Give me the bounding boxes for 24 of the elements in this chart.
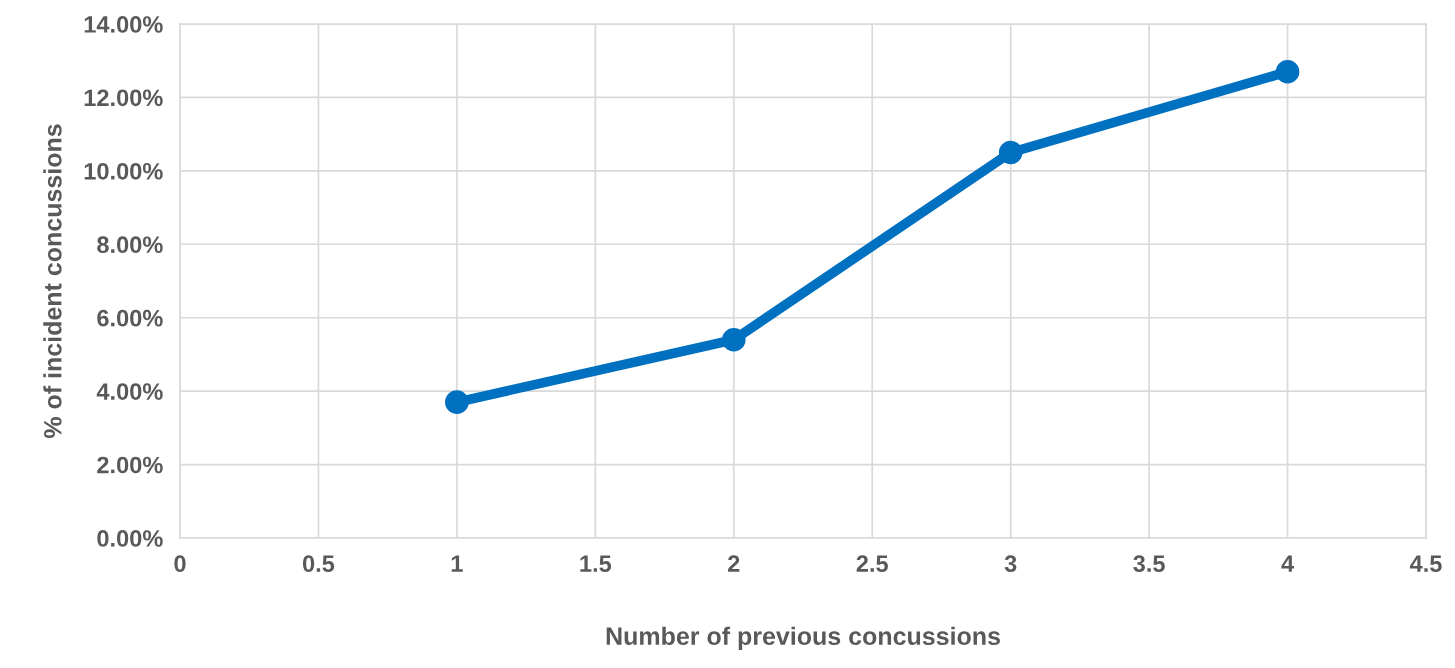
point [721, 327, 746, 352]
x-tick-label: 3.5 [1133, 555, 1165, 573]
x-axis-title: Number of previous concussions [606, 626, 1000, 650]
point [445, 390, 469, 414]
x-tick-label: 3 [1004, 555, 1017, 573]
x-tick-label: 1 [451, 555, 463, 572]
y-tick-label: 6.00% [97, 309, 163, 327]
point [998, 140, 1023, 165]
point [1275, 59, 1300, 84]
y-axis-title: % of incident concussions [43, 124, 62, 439]
y-tick-label: 4.00% [96, 383, 163, 400]
y-tick-label: 8.00% [97, 236, 163, 254]
x-tick-label: 2.5 [856, 555, 888, 573]
x-tick-label: 0.5 [302, 555, 335, 573]
x-tick-label: 4 [1281, 555, 1294, 572]
x-tick-label: 4.5 [1409, 555, 1442, 573]
y-tick-label: 12.00% [84, 89, 163, 107]
x-tick-label: 2 [728, 555, 740, 572]
x-tick-label: 0 [174, 555, 186, 573]
y-tick-label: 14.00% [84, 16, 163, 33]
y-tick-label: 0.00% [97, 530, 163, 547]
x-tick-label: 1.5 [580, 555, 612, 573]
y-tick-label: 2.00% [97, 456, 163, 474]
y-tick-label: 10.00% [84, 162, 163, 180]
